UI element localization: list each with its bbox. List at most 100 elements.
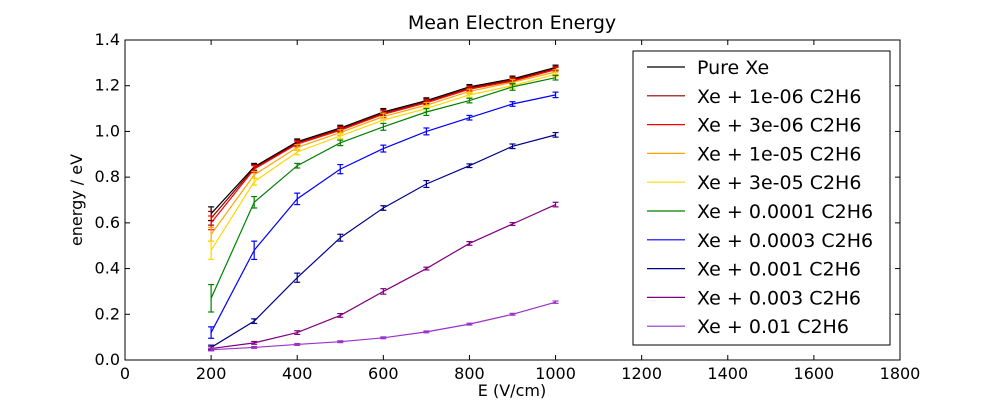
- data-point: [294, 192, 301, 206]
- plot-frame: [124, 39, 901, 361]
- data-point: [509, 222, 516, 226]
- legend-label: Xe + 0.01 C2H6: [697, 316, 849, 338]
- data-point: [423, 179, 430, 189]
- series-5: [208, 74, 559, 313]
- legend-label: Pure Xe: [697, 57, 769, 79]
- y-tick-label: 1.0: [95, 121, 120, 140]
- series-layer: [208, 64, 559, 352]
- y-tick-label: 1.4: [95, 30, 120, 49]
- data-point: [208, 283, 215, 313]
- data-point: [423, 330, 430, 334]
- data-point: [294, 272, 301, 283]
- data-point: [337, 163, 344, 175]
- data-point: [294, 162, 301, 169]
- y-tick-label: 1.2: [95, 76, 120, 95]
- data-point: [251, 318, 258, 325]
- chart-title: Mean Electron Energy: [408, 12, 616, 34]
- data-point: [423, 107, 430, 117]
- data-point: [337, 340, 344, 344]
- data-point: [423, 266, 430, 271]
- y-axis-label: energy / eV: [67, 154, 86, 246]
- x-tick-label: 0: [120, 364, 130, 383]
- data-point: [337, 132, 344, 140]
- legend-label: Xe + 1e-06 C2H6: [697, 86, 861, 108]
- legend-label: Xe + 0.003 C2H6: [697, 287, 861, 309]
- series-8: [208, 201, 559, 351]
- x-tick-label: 1200: [621, 364, 662, 383]
- legend-entry: Xe + 0.0003 C2H6: [647, 230, 873, 252]
- y-tick-label: 0.2: [95, 304, 120, 323]
- legend-label: Xe + 0.0001 C2H6: [697, 201, 873, 223]
- y-tick-label: 0.8: [95, 167, 120, 186]
- data-point: [251, 240, 258, 261]
- y-tick-label: 0.6: [95, 213, 120, 232]
- data-point: [294, 342, 301, 346]
- legend-entry: Xe + 0.001 C2H6: [647, 259, 861, 281]
- legend-entry: Xe + 3e-06 C2H6: [647, 115, 861, 137]
- legend-entry: Pure Xe: [647, 57, 769, 79]
- data-point: [380, 288, 387, 295]
- data-point: [466, 241, 473, 246]
- legend-entry: Xe + 3e-05 C2H6: [647, 172, 861, 194]
- data-point: [337, 139, 344, 147]
- data-point: [423, 127, 430, 136]
- legend-label: Xe + 0.0003 C2H6: [697, 230, 873, 252]
- legend-entry: Xe + 0.003 C2H6: [647, 287, 861, 309]
- data-point: [466, 114, 473, 121]
- data-point: [466, 322, 473, 326]
- series-7: [208, 131, 559, 351]
- data-point: [380, 122, 387, 131]
- legend-label: Xe + 3e-05 C2H6: [697, 172, 861, 194]
- legend: Pure Xe Xe + 1e-06 C2H6 Xe + 3e-06 C2H6 Xe …: [632, 50, 891, 346]
- data-point: [380, 205, 387, 211]
- data-point: [552, 201, 559, 208]
- y-tick-label: 0.4: [95, 259, 120, 278]
- data-point: [337, 313, 344, 318]
- data-point: [380, 144, 387, 153]
- legend-box: [632, 50, 891, 346]
- data-point: [208, 347, 215, 352]
- legend-entry: Xe + 1e-05 C2H6: [647, 143, 861, 165]
- data-point: [466, 97, 473, 104]
- x-tick-label: 200: [196, 364, 227, 383]
- x-tick-label: 1000: [535, 364, 576, 383]
- legend-label: Xe + 1e-05 C2H6: [697, 143, 861, 165]
- data-point: [208, 326, 215, 339]
- legend-entry: Xe + 0.01 C2H6: [647, 316, 849, 338]
- legend-label: Xe + 0.001 C2H6: [697, 259, 861, 281]
- x-tick-label: 800: [454, 364, 485, 383]
- legend-label: Xe + 3e-06 C2H6: [697, 115, 861, 137]
- data-point: [552, 91, 559, 99]
- series-6: [208, 91, 559, 339]
- x-tick-label: 600: [368, 364, 399, 383]
- data-point: [466, 91, 473, 98]
- data-point: [509, 312, 516, 316]
- x-axis-label: E (V/cm): [478, 381, 546, 400]
- data-point: [251, 340, 258, 345]
- data-point: [552, 300, 559, 304]
- legend-entry: Xe + 1e-06 C2H6: [647, 86, 861, 108]
- x-tick-label: 1800: [880, 364, 921, 383]
- data-point: [294, 148, 301, 156]
- data-point: [552, 131, 559, 138]
- data-point: [251, 195, 258, 209]
- data-point: [509, 101, 516, 107]
- y-tick-label: 0.0: [95, 350, 120, 369]
- data-point: [509, 82, 516, 91]
- data-point: [251, 177, 258, 186]
- data-point: [208, 240, 215, 261]
- data-point: [509, 143, 516, 150]
- data-point: [466, 163, 473, 169]
- axes-layer: 0 200 400 600 800 1000 1200 1400 1600 1800 0.0 0.2 0…: [95, 30, 921, 383]
- x-tick-label: 1400: [707, 364, 748, 383]
- legend-entry: Xe + 0.0001 C2H6: [647, 201, 873, 223]
- data-point: [380, 336, 387, 340]
- data-point: [337, 233, 344, 242]
- x-tick-label: 1600: [794, 364, 835, 383]
- data-point: [294, 330, 301, 335]
- data-point: [552, 74, 559, 81]
- data-point: [251, 345, 258, 349]
- series-9: [208, 300, 559, 352]
- x-tick-label: 400: [282, 364, 313, 383]
